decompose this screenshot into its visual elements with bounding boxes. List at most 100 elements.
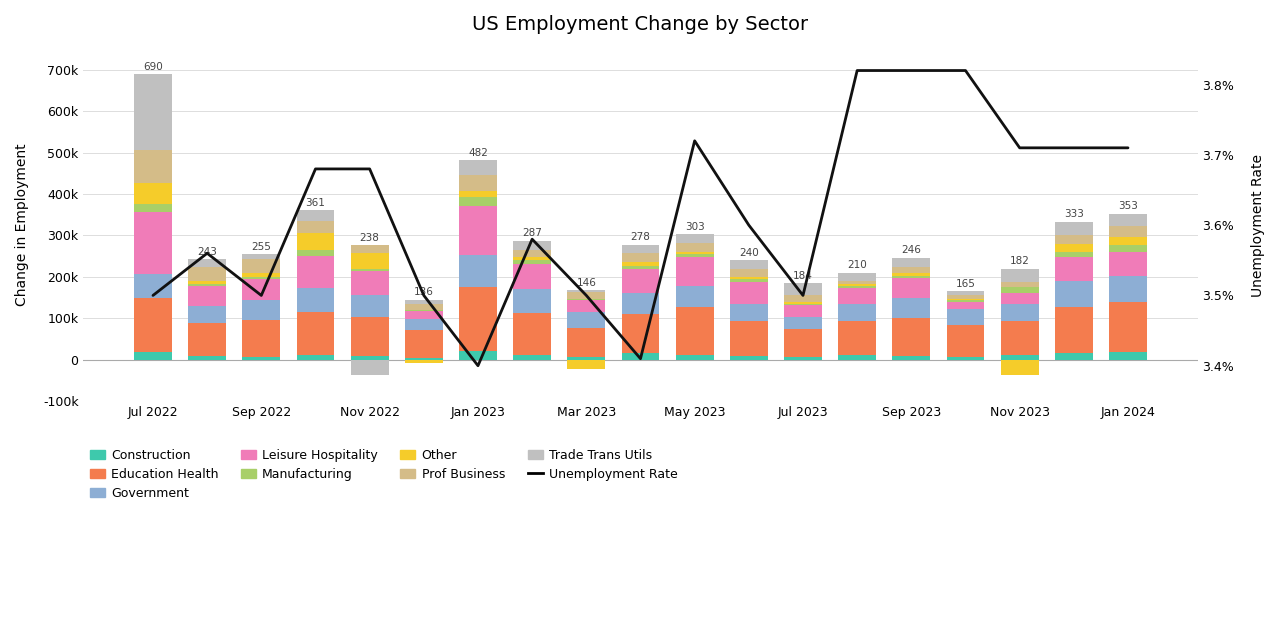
Bar bbox=[838, 304, 876, 322]
Bar bbox=[567, 328, 605, 358]
Bar bbox=[730, 321, 768, 356]
Bar bbox=[1055, 252, 1093, 258]
Bar bbox=[404, 360, 443, 363]
Bar bbox=[188, 323, 227, 356]
Bar bbox=[351, 246, 389, 253]
Bar bbox=[513, 241, 552, 250]
Bar bbox=[567, 358, 605, 360]
Bar bbox=[1108, 352, 1147, 360]
Text: 136: 136 bbox=[413, 288, 434, 297]
Bar bbox=[892, 356, 931, 360]
Bar bbox=[676, 234, 714, 243]
Bar bbox=[134, 183, 172, 204]
Bar bbox=[297, 256, 334, 288]
Bar bbox=[892, 298, 931, 318]
Bar bbox=[460, 351, 497, 360]
Bar bbox=[242, 279, 280, 301]
Text: 243: 243 bbox=[197, 247, 218, 256]
Text: 182: 182 bbox=[1010, 256, 1029, 266]
Bar bbox=[676, 258, 714, 285]
Text: 303: 303 bbox=[685, 222, 704, 232]
Bar bbox=[404, 358, 443, 360]
Bar bbox=[1108, 237, 1147, 245]
Bar bbox=[242, 277, 280, 279]
Y-axis label: Change in Employment: Change in Employment bbox=[15, 144, 29, 306]
Bar bbox=[892, 276, 931, 278]
Bar bbox=[351, 296, 389, 317]
Bar bbox=[460, 175, 497, 191]
Bar bbox=[1055, 307, 1093, 353]
Bar bbox=[188, 281, 227, 284]
Bar bbox=[513, 258, 552, 260]
Bar bbox=[1108, 245, 1147, 252]
Bar bbox=[134, 212, 172, 274]
Bar bbox=[188, 259, 227, 267]
Bar bbox=[946, 309, 984, 325]
Bar bbox=[1001, 322, 1038, 355]
Bar bbox=[351, 360, 389, 375]
Bar bbox=[513, 260, 552, 263]
Bar bbox=[838, 285, 876, 288]
Bar bbox=[351, 356, 389, 360]
Bar bbox=[946, 296, 984, 299]
Bar bbox=[785, 296, 822, 302]
Bar bbox=[513, 354, 552, 360]
Text: 255: 255 bbox=[251, 242, 271, 252]
Bar bbox=[188, 286, 227, 306]
Bar bbox=[460, 206, 497, 255]
Bar bbox=[1055, 281, 1093, 307]
Bar bbox=[730, 304, 768, 321]
Bar bbox=[1001, 282, 1038, 287]
Bar bbox=[188, 306, 227, 323]
Bar bbox=[297, 250, 334, 256]
Bar bbox=[513, 289, 552, 313]
Bar bbox=[134, 274, 172, 298]
Bar bbox=[676, 243, 714, 252]
Bar bbox=[242, 301, 280, 320]
Bar bbox=[1001, 360, 1038, 375]
Bar bbox=[730, 356, 768, 360]
Bar bbox=[1001, 269, 1038, 282]
Bar bbox=[1001, 304, 1038, 322]
Bar bbox=[892, 267, 931, 273]
Bar bbox=[404, 330, 443, 358]
Bar bbox=[567, 312, 605, 328]
Bar bbox=[1055, 258, 1093, 281]
Text: 287: 287 bbox=[522, 228, 543, 238]
Text: 184: 184 bbox=[794, 271, 813, 281]
Bar bbox=[134, 204, 172, 212]
Text: 278: 278 bbox=[631, 232, 650, 242]
Bar bbox=[404, 310, 443, 311]
Bar bbox=[785, 317, 822, 328]
Bar bbox=[404, 304, 443, 310]
Bar bbox=[838, 355, 876, 360]
Bar bbox=[567, 301, 605, 312]
Bar bbox=[351, 317, 389, 356]
Legend: Construction, Education Health, Government, Leisure Hospitality, Manufacturing, : Construction, Education Health, Governme… bbox=[90, 449, 677, 500]
Bar bbox=[297, 312, 334, 355]
Bar bbox=[134, 74, 172, 151]
Bar bbox=[622, 253, 659, 262]
Bar bbox=[622, 245, 659, 253]
Bar bbox=[404, 300, 443, 304]
Bar bbox=[242, 259, 280, 272]
Bar bbox=[1108, 213, 1147, 226]
Bar bbox=[1055, 244, 1093, 252]
Text: 240: 240 bbox=[739, 248, 759, 258]
Bar bbox=[567, 299, 605, 301]
Bar bbox=[188, 267, 227, 281]
Bar bbox=[1055, 235, 1093, 244]
Text: 361: 361 bbox=[306, 198, 325, 208]
Bar bbox=[513, 263, 552, 289]
Bar bbox=[622, 262, 659, 265]
Bar bbox=[676, 307, 714, 354]
Bar bbox=[1108, 276, 1147, 302]
Bar bbox=[785, 302, 822, 304]
Bar bbox=[460, 197, 497, 206]
Title: US Employment Change by Sector: US Employment Change by Sector bbox=[472, 15, 809, 34]
Bar bbox=[622, 265, 659, 269]
Bar bbox=[297, 233, 334, 250]
Y-axis label: Unemployment Rate: Unemployment Rate bbox=[1251, 154, 1265, 297]
Bar bbox=[946, 299, 984, 301]
Text: 210: 210 bbox=[847, 260, 867, 271]
